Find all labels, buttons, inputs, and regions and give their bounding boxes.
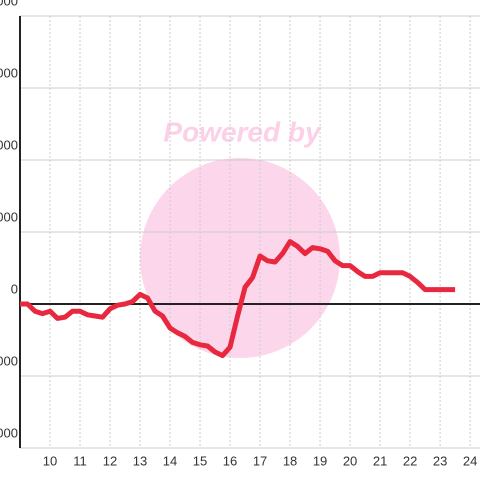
x-tick-label: 18 bbox=[283, 453, 297, 468]
y-tick-label: 12,000 bbox=[0, 0, 18, 8]
y-tick-label: -3,000 bbox=[0, 353, 18, 368]
x-tick-label: 14 bbox=[163, 453, 177, 468]
line bbox=[20, 239, 456, 359]
x-tick-label: 24 bbox=[463, 453, 477, 468]
y-tick-label: 0 bbox=[11, 281, 18, 296]
x-tick-label: 12 bbox=[103, 453, 117, 468]
y-tick-label: 6,000 bbox=[0, 137, 18, 152]
x-tick-label: 15 bbox=[193, 453, 207, 468]
y-tick-label: -6,000 bbox=[0, 425, 18, 440]
watermark-text: Powered by bbox=[163, 116, 322, 147]
y-tick-label: 9,000 bbox=[0, 65, 18, 80]
x-tick-label: 13 bbox=[133, 453, 147, 468]
x-tick-label: 22 bbox=[403, 453, 417, 468]
x-tick-label: 11 bbox=[73, 453, 87, 468]
x-tick-label: 19 bbox=[313, 453, 327, 468]
x-tick-label: 21 bbox=[373, 453, 387, 468]
x-tick-label: 23 bbox=[433, 453, 447, 468]
y-tick-label: 3,000 bbox=[0, 209, 18, 224]
x-tick-label: 17 bbox=[253, 453, 267, 468]
x-tick-label: 16 bbox=[223, 453, 237, 468]
x-tick-label: 10 bbox=[43, 453, 57, 468]
x-tick-label: 20 bbox=[343, 453, 357, 468]
